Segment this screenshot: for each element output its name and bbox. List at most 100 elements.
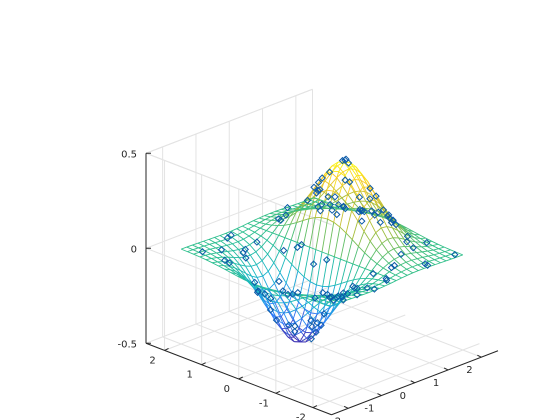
mesh-line: [272, 232, 279, 236]
mesh-line: [296, 297, 304, 301]
mesh-line: [258, 293, 265, 301]
mesh-line: [328, 256, 335, 287]
mesh-line: [358, 246, 365, 254]
sample-point: [333, 210, 341, 219]
mesh-line: [335, 190, 343, 199]
mesh-line: [387, 251, 395, 260]
mesh-line: [353, 266, 360, 280]
mesh-line: [338, 162, 345, 172]
mesh-line: [432, 245, 439, 250]
mesh-line: [256, 264, 264, 277]
mesh-line: [214, 242, 222, 248]
mesh-line: [227, 251, 234, 258]
mesh-line: [381, 238, 388, 244]
mesh-line: [242, 225, 249, 230]
mesh-line: [251, 275, 258, 278]
mesh-line: [236, 225, 243, 230]
mesh-line: [372, 278, 379, 281]
mesh-line: [444, 246, 451, 251]
mesh-line: [428, 259, 435, 262]
mesh-line: [205, 253, 211, 256]
mesh-line: [328, 284, 336, 287]
mesh-line: [371, 202, 378, 212]
mesh-line: [369, 220, 377, 233]
mesh-line: [432, 249, 440, 254]
sample-point: [353, 291, 361, 299]
mesh-line: [406, 266, 413, 270]
sample-point: [367, 207, 376, 215]
mesh-line: [413, 231, 420, 236]
mesh-line: [271, 219, 278, 226]
mesh-line: [283, 216, 291, 226]
mesh-line: [324, 315, 331, 323]
mesh-line: [408, 232, 415, 239]
mesh-line: [336, 171, 344, 178]
mesh-line: [315, 249, 323, 253]
mesh-line: [369, 240, 377, 251]
sample-point: [318, 174, 326, 182]
x-tick-label: -2: [331, 416, 341, 420]
mesh-line: [330, 177, 338, 186]
mesh-line: [286, 308, 294, 321]
mesh-line: [290, 212, 297, 225]
mesh-line: [416, 252, 423, 258]
mesh-line: [223, 265, 230, 267]
mesh-line: [269, 210, 276, 214]
sample-point: [314, 186, 322, 195]
mesh-line: [335, 296, 343, 303]
sample-point: [338, 156, 347, 165]
mesh-line: [220, 240, 228, 246]
y-tick-mark: [275, 390, 281, 394]
mesh-line: [237, 238, 244, 243]
mesh-line: [233, 263, 241, 271]
mesh-line: [352, 246, 359, 265]
mesh-line: [239, 264, 246, 267]
mesh-line: [298, 276, 305, 303]
mesh-line: [387, 248, 394, 253]
mesh-line: [316, 284, 323, 287]
mesh-line: [294, 334, 301, 343]
mesh-line: [229, 265, 236, 272]
mesh-line: [203, 245, 211, 250]
x-tick-mark: [477, 354, 482, 358]
mesh-line: [444, 249, 451, 253]
mesh-line: [428, 260, 436, 266]
mesh-line: [209, 243, 216, 249]
mesh-line: [296, 220, 303, 223]
mesh-line: [257, 287, 265, 301]
sample-point: [341, 156, 349, 164]
mesh-line: [250, 266, 258, 278]
sample-point: [326, 200, 334, 209]
sample-point: [241, 245, 250, 254]
mesh-line: [371, 202, 379, 207]
mesh-line: [280, 282, 287, 297]
mesh-line: [199, 256, 207, 261]
sample-point: [343, 289, 352, 298]
mesh-line: [250, 251, 257, 256]
mesh-line: [271, 300, 279, 304]
sample-point: [307, 335, 316, 343]
mesh-line: [262, 270, 269, 277]
mesh-line: [247, 220, 254, 224]
mesh-line: [372, 195, 379, 207]
sample-point: [345, 178, 354, 186]
sample-point: [350, 284, 359, 292]
sample-point: [310, 183, 318, 192]
mesh-line: [210, 252, 217, 255]
mesh-line: [261, 253, 268, 261]
mesh-line: [236, 228, 244, 233]
mesh-line: [259, 222, 266, 225]
x-tick-label: 2: [466, 365, 472, 376]
mesh-line: [211, 262, 219, 267]
mesh-line: [347, 194, 354, 203]
mesh-line: [273, 250, 280, 264]
mesh-line: [439, 257, 447, 262]
sample-point: [217, 246, 226, 254]
mesh-line: [282, 330, 289, 338]
mesh-line: [394, 255, 401, 260]
mesh-line: [261, 286, 268, 291]
mesh-line: [226, 244, 234, 252]
mesh-line: [351, 239, 359, 247]
sample-point: [334, 200, 343, 209]
